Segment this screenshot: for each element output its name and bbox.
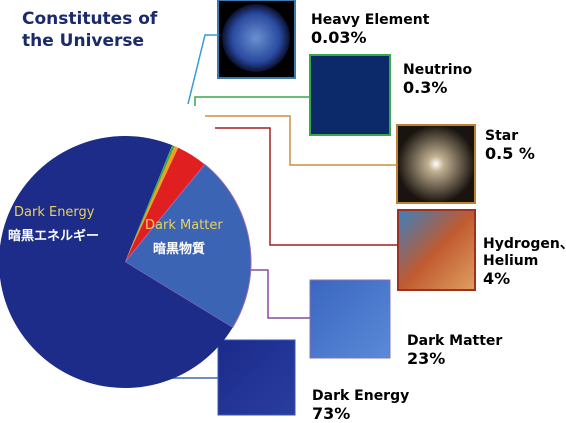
slice-label: Dark Matter bbox=[145, 218, 223, 233]
value-label: 4% bbox=[483, 269, 511, 288]
value-label: 0.3% bbox=[403, 78, 448, 97]
slice-label: 暗黒エネルギー bbox=[8, 229, 100, 244]
hydrogen-image bbox=[397, 209, 476, 291]
thumbnails bbox=[217, 0, 476, 416]
legend-label: Hydrogen、Helium bbox=[483, 236, 566, 269]
connector bbox=[187, 34, 218, 105]
slice-label: Dark Energy bbox=[14, 205, 95, 220]
neutrino-image bbox=[309, 54, 391, 136]
pie-slice bbox=[125, 146, 179, 262]
dark-energy-image bbox=[217, 339, 296, 416]
pie-slice bbox=[124, 163, 252, 329]
connector bbox=[215, 127, 398, 246]
pie-slice bbox=[125, 145, 175, 262]
legend-label: Neutrino bbox=[403, 62, 473, 78]
connector bbox=[194, 96, 310, 106]
legend-label: Heavy Element bbox=[311, 12, 430, 28]
value-label: 0.03% bbox=[311, 28, 367, 47]
star-image bbox=[396, 124, 476, 204]
value-label: 0.5 % bbox=[485, 144, 535, 163]
value-label: 73% bbox=[312, 404, 351, 423]
chart-title: Constitutes of the Universe bbox=[22, 9, 158, 51]
legend-label: Dark Matter bbox=[407, 333, 503, 349]
pie bbox=[0, 136, 252, 388]
pie-slice bbox=[125, 145, 173, 262]
dark-matter-image bbox=[309, 279, 391, 359]
earth bbox=[222, 4, 290, 72]
legend-label: Dark Energy bbox=[312, 388, 410, 404]
pie-slice bbox=[125, 147, 205, 262]
value-label: 23% bbox=[407, 349, 446, 368]
legend-label: Star bbox=[485, 128, 519, 144]
connector bbox=[205, 115, 397, 166]
slice-label: 暗黒物質 bbox=[153, 242, 206, 257]
pie-slice bbox=[0, 136, 233, 388]
